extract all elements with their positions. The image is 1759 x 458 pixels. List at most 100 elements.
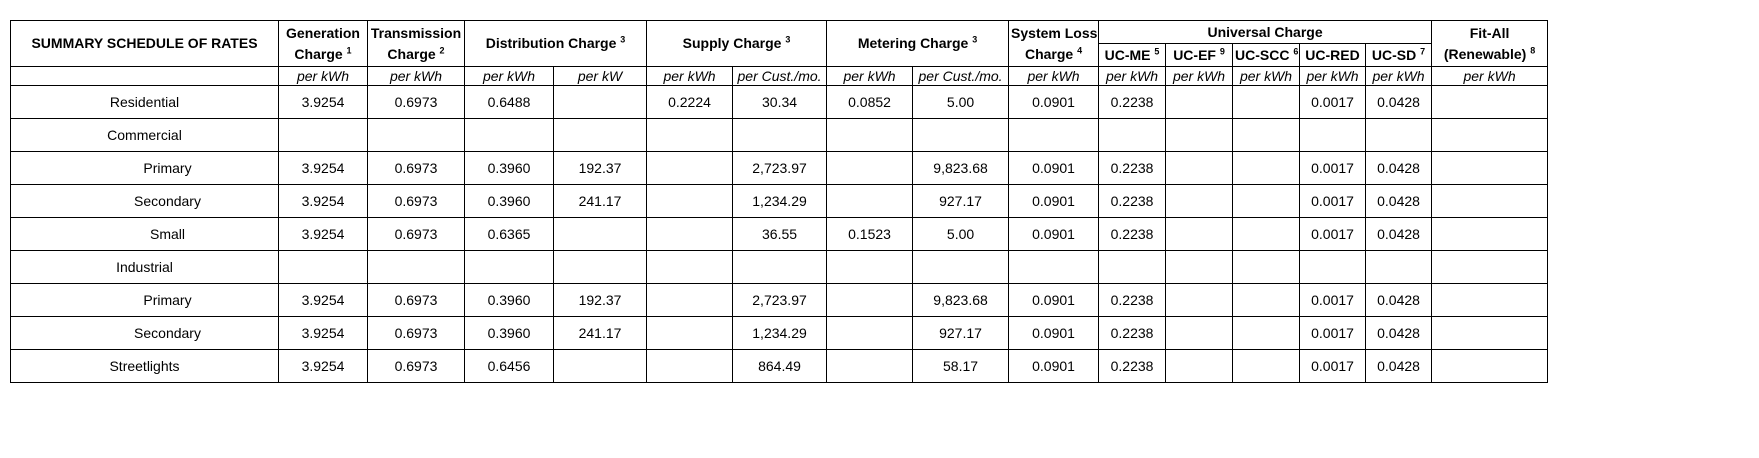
rate-cell <box>278 250 368 284</box>
rate-cell: 0.3960 <box>464 316 554 350</box>
rate-cell <box>464 250 554 284</box>
unit-cell: per kWh <box>826 66 914 86</box>
system-loss-label2: Charge <box>1024 45 1074 62</box>
rate-cell: 0.0428 <box>1365 316 1433 350</box>
transmission-label2: Charge <box>387 45 436 62</box>
rate-cell <box>1098 118 1167 152</box>
rate-cell: 0.2224 <box>646 85 734 119</box>
rate-cell: 0.0901 <box>1008 283 1100 317</box>
rate-cell <box>646 151 734 185</box>
metering-label: Metering Charge <box>857 35 969 51</box>
row-group-label: Commercial <box>10 118 279 152</box>
rate-cell <box>552 118 648 152</box>
rate-cell <box>826 118 914 152</box>
rate-cell <box>646 184 734 218</box>
rate-cell: 0.2238 <box>1098 316 1167 350</box>
supply-footnote: 3 <box>785 34 791 45</box>
rate-cell: 1,234.29 <box>732 184 828 218</box>
rate-cell <box>1232 184 1301 218</box>
unit-cell: per kWh <box>1431 66 1549 86</box>
uc-ef-footnote: 9 <box>1219 45 1225 56</box>
rate-cell <box>1008 118 1100 152</box>
unit-cell: per kWh <box>1008 66 1100 86</box>
unit-cell: per kW <box>552 66 648 86</box>
rate-cell: 0.0428 <box>1365 184 1433 218</box>
rate-cell <box>367 118 465 152</box>
rate-cell <box>646 283 734 317</box>
rate-cell <box>1232 118 1301 152</box>
metering-header: Metering Charge 3 <box>826 20 1010 67</box>
fit-all-header: Fit-All (Renewable) 8 <box>1431 20 1549 67</box>
rate-cell <box>1431 151 1549 185</box>
rate-cell <box>1431 283 1549 317</box>
fit-all-footnote: 8 <box>1530 44 1536 55</box>
row-group-label: Streetlights <box>10 349 279 383</box>
rate-cell: 3.9254 <box>278 184 368 218</box>
rate-cell: 0.6973 <box>367 217 465 251</box>
rate-cell: 0.6488 <box>464 85 554 119</box>
uc-ef-label: UC-EF <box>1173 46 1216 63</box>
rate-cell: 927.17 <box>912 184 1010 218</box>
rate-cell <box>826 250 914 284</box>
rate-cell: 0.0017 <box>1299 316 1367 350</box>
rate-cell: 2,723.97 <box>732 283 828 317</box>
unit-cell: per kWh <box>1098 66 1167 86</box>
rate-cell: 0.0901 <box>1008 151 1100 185</box>
rate-cell <box>1165 283 1234 317</box>
rate-cell: 192.37 <box>552 283 648 317</box>
rate-cell <box>552 349 648 383</box>
rate-cell <box>912 250 1010 284</box>
unit-cell: per kWh <box>1232 66 1301 86</box>
rate-cell: 9,823.68 <box>912 283 1010 317</box>
units-row: per kWh per kWh per kWh per kW per kWh p… <box>10 66 1549 86</box>
rate-cell <box>732 250 828 284</box>
rate-cell <box>1299 250 1367 284</box>
row-label: Small <box>10 217 279 251</box>
supply-header: Supply Charge 3 <box>646 20 828 67</box>
rate-cell <box>367 250 465 284</box>
rate-cell: 0.6973 <box>367 184 465 218</box>
unit-cell: per Cust./mo. <box>912 66 1010 86</box>
rate-cell <box>1431 85 1549 119</box>
rate-cell <box>1232 85 1301 119</box>
rate-cell: 864.49 <box>732 349 828 383</box>
table-row: Industrial <box>10 250 1549 284</box>
rate-cell: 0.0428 <box>1365 85 1433 119</box>
rate-cell: 0.0017 <box>1299 151 1367 185</box>
rate-cell <box>464 118 554 152</box>
rate-cell <box>1165 85 1234 119</box>
rate-cell <box>912 118 1010 152</box>
rate-cell: 0.2238 <box>1098 217 1167 251</box>
rate-cell: 1,234.29 <box>732 316 828 350</box>
row-label: Secondary <box>10 316 279 350</box>
rate-cell: 0.0901 <box>1008 349 1100 383</box>
rate-cell: 0.6973 <box>367 85 465 119</box>
rate-cell <box>1165 349 1234 383</box>
title-text: SUMMARY SCHEDULE OF RATES <box>31 35 258 51</box>
table-row: Streetlights 3.9254 0.6973 0.6456 864.49 58.1… <box>10 349 1549 383</box>
uc-red-label: UC-RED <box>1305 46 1360 63</box>
rate-cell <box>1008 250 1100 284</box>
rate-cell <box>826 184 914 218</box>
rate-cell <box>826 151 914 185</box>
rate-cell: 3.9254 <box>278 283 368 317</box>
rate-cell: 0.0017 <box>1299 283 1367 317</box>
transmission-footnote: 2 <box>439 44 445 55</box>
system-loss-label: System Loss <box>1011 24 1098 41</box>
rate-cell <box>1232 217 1301 251</box>
uc-me-header: UC-ME 5 <box>1098 43 1167 67</box>
rate-cell: 927.17 <box>912 316 1010 350</box>
rate-cell <box>1299 118 1367 152</box>
row-label: Secondary <box>10 184 279 218</box>
rate-cell: 0.0428 <box>1365 283 1433 317</box>
uc-ef-header: UC-EF 9 <box>1165 43 1234 67</box>
rate-cell: 192.37 <box>552 151 648 185</box>
row-group-label: Industrial <box>10 250 279 284</box>
rate-cell: 2,723.97 <box>732 151 828 185</box>
rate-cell <box>826 316 914 350</box>
rate-cell: 0.2238 <box>1098 283 1167 317</box>
rate-cell: 0.0017 <box>1299 349 1367 383</box>
unit-cell: per kWh <box>464 66 554 86</box>
uc-me-label: UC-ME <box>1104 46 1151 63</box>
rate-cell <box>1165 316 1234 350</box>
